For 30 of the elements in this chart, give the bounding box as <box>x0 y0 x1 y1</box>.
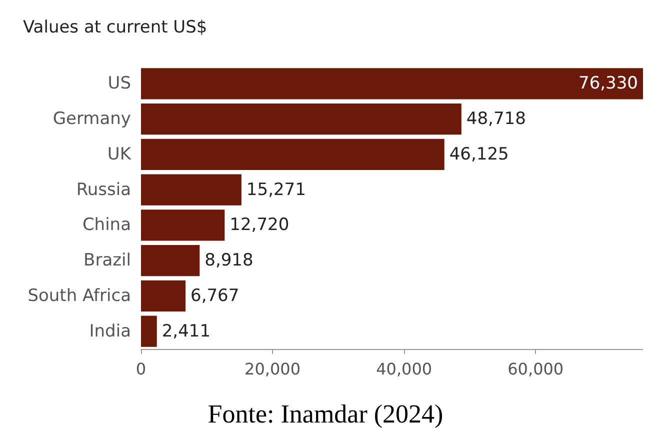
bar <box>141 138 444 170</box>
y-tick-label: UK <box>107 144 132 164</box>
y-tick-label: South Africa <box>28 286 131 306</box>
data-label: 48,718 <box>466 109 526 130</box>
data-label: 8,918 <box>204 250 254 271</box>
data-label: 15,271 <box>246 180 306 200</box>
chart-title: Values at current US$ <box>23 18 208 38</box>
y-tick-label: China <box>82 215 131 236</box>
y-tick-label: India <box>89 321 131 342</box>
data-label: 46,125 <box>449 144 509 164</box>
bar <box>141 280 186 312</box>
bar <box>141 316 157 347</box>
x-tick-label: 60,000 <box>508 360 564 378</box>
y-tick-label: US <box>108 74 131 94</box>
bar <box>141 174 242 206</box>
data-label: 2,411 <box>162 321 211 342</box>
source-note: Fonte: Inamdar (2024) <box>208 400 444 428</box>
bar <box>141 210 225 241</box>
y-tick-label: Germany <box>52 109 131 130</box>
y-tick-label: Russia <box>76 180 131 200</box>
x-tick-label: 40,000 <box>376 360 432 378</box>
y-tick-label: Brazil <box>84 250 131 271</box>
bar <box>141 104 462 135</box>
data-label: 12,720 <box>230 215 290 236</box>
x-tick-label: 0 <box>136 360 146 378</box>
bar <box>141 68 643 100</box>
bar <box>141 245 200 276</box>
data-label: 76,330 <box>578 74 638 94</box>
data-label: 6,767 <box>190 286 240 306</box>
x-tick-label: 20,000 <box>244 360 301 378</box>
